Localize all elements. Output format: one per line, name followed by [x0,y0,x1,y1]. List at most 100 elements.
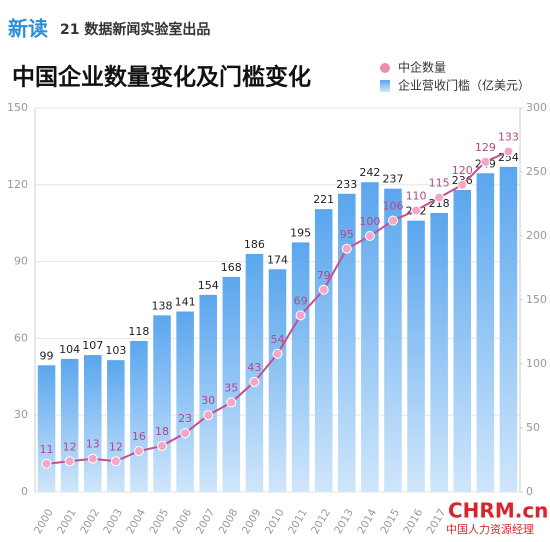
line-label: 133 [498,131,519,144]
bar [37,365,56,492]
bar-label: 233 [336,178,357,191]
line-point [318,284,329,295]
bar-label: 99 [40,349,54,362]
bar [107,360,125,492]
bar-label: 103 [105,344,126,357]
line-point [480,156,491,167]
line-label: 12 [109,440,123,453]
x-tick-label: 2010 [263,507,287,536]
bar-label: 168 [221,261,242,274]
x-tick-label: 2001 [55,507,79,536]
legend-marker [380,63,390,73]
line-label: 129 [475,141,496,154]
line-label: 120 [452,164,473,177]
bar [130,340,148,492]
line-label: 30 [201,394,215,407]
legend-label: 中企数量 [398,60,446,75]
y2-tick-label: 250 [526,165,547,178]
y2-tick-label: 200 [526,229,547,242]
line-point [180,428,191,439]
line-label: 11 [40,443,54,456]
line-point [434,192,445,203]
x-tick-label: 2007 [194,507,218,536]
x-tick-label: 2008 [217,507,241,536]
line-point [157,440,168,451]
bar [453,189,472,493]
line-label: 16 [132,430,146,443]
watermark-brand: CHRM.cn [448,499,548,523]
logo: 新读 [8,17,48,41]
x-tick-label: 2006 [171,507,195,536]
legend-marker [380,80,390,92]
chart-title: 中国企业数量变化及门槛变化 [12,64,311,91]
line-point [133,446,144,457]
line-point [249,376,260,387]
bar [199,294,217,492]
y2-tick-label: 100 [526,357,547,370]
bar [176,311,194,492]
bar [222,276,241,492]
line-label: 35 [224,381,238,394]
y-tick-label: 60 [14,331,28,344]
y-tick-label: 150 [7,101,28,114]
y-tick-label: 120 [7,178,28,191]
line-point [411,205,422,216]
bar [338,193,356,492]
x-tick-label: 2015 [378,507,402,536]
line-label: 115 [429,177,450,190]
legend-label: 企业营收门槛（亿美元） [398,78,530,93]
line-label: 106 [382,200,403,213]
x-tick-label: 2017 [425,507,449,536]
line-point [387,215,398,226]
x-tick-label: 2003 [101,507,125,536]
y2-tick-label: 150 [526,293,547,306]
line-point [364,231,375,241]
x-tick-label: 2005 [147,507,171,536]
bar-label: 141 [175,296,196,309]
x-tick-label: 2013 [332,507,356,536]
bar [430,212,448,492]
x-tick-label: 2011 [286,507,310,536]
bar-label: 174 [267,253,288,266]
bar-label: 118 [128,325,149,338]
bar-label: 221 [313,193,334,206]
line-point [110,456,121,467]
bar [291,242,310,492]
bar [314,209,333,492]
bar [83,355,102,492]
bar [476,173,495,492]
y2-tick-label: 300 [526,101,547,114]
x-tick-label: 2002 [78,507,102,536]
y2-tick-label: 50 [526,421,540,434]
bar [361,182,379,493]
x-tick-label: 2000 [32,507,56,536]
bar-label: 104 [59,343,80,356]
line-point [295,310,306,321]
bar [60,358,79,492]
line-label: 23 [178,412,192,425]
line-label: 110 [406,189,427,202]
line-point [41,458,52,469]
bar [407,220,425,492]
line-point [503,146,514,157]
line-label: 12 [63,440,77,453]
line-label: 18 [155,425,169,438]
bar [245,253,264,492]
line-label: 54 [271,333,285,346]
bar [153,315,171,492]
bar [268,269,287,492]
bar-label: 186 [244,238,265,251]
bar-label: 107 [82,339,103,352]
x-tick-label: 2009 [240,507,264,536]
x-tick-label: 2014 [355,507,379,536]
line-point [64,456,75,467]
bar-label: 138 [152,299,173,312]
y2-tick-label: 0 [526,485,533,498]
line-label: 43 [247,361,261,374]
line-point [203,410,214,421]
bar [384,188,402,492]
x-tick-label: 2016 [402,507,426,536]
bar-label: 154 [198,279,219,292]
line-label: 100 [359,215,380,228]
